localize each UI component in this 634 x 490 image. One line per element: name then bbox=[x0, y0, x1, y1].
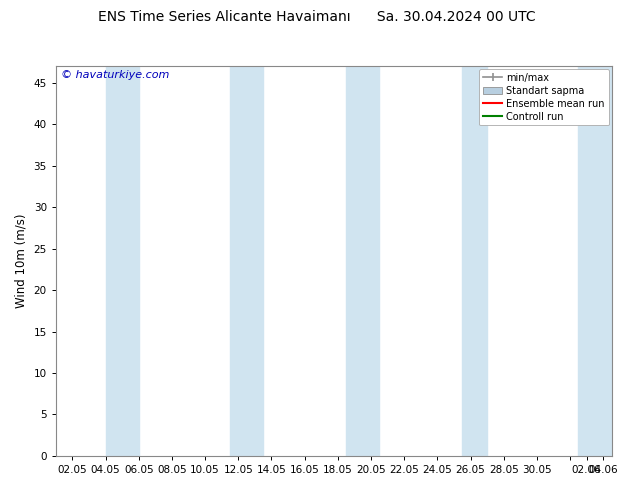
Bar bbox=[106, 66, 139, 456]
Legend: min/max, Standart sapma, Ensemble mean run, Controll run: min/max, Standart sapma, Ensemble mean r… bbox=[479, 69, 609, 125]
Bar bbox=[462, 66, 487, 456]
Bar bbox=[346, 66, 379, 456]
Text: © havaturkiye.com: © havaturkiye.com bbox=[61, 70, 170, 80]
Text: ENS Time Series Alicante Havaimanı      Sa. 30.04.2024 00 UTC: ENS Time Series Alicante Havaimanı Sa. 3… bbox=[98, 10, 536, 24]
Bar bbox=[578, 66, 612, 456]
Y-axis label: Wind 10m (m/s): Wind 10m (m/s) bbox=[15, 214, 28, 308]
Bar bbox=[230, 66, 263, 456]
